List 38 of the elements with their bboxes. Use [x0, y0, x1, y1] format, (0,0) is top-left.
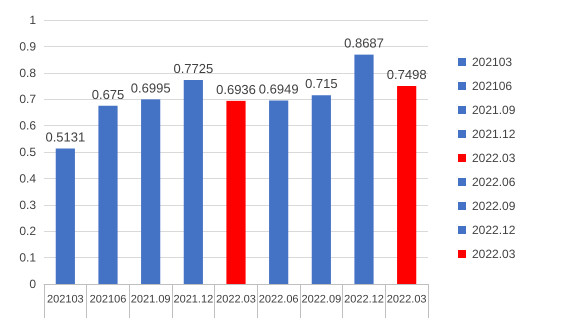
x-tick-label: 2022.03	[216, 294, 256, 306]
x-tick-label: 2022.12	[344, 294, 384, 306]
legend-label: 202106	[472, 79, 512, 93]
data-label: 0.715	[305, 76, 338, 92]
x-tick-label: 2022.09	[301, 294, 342, 306]
y-tick-label: 0.6	[19, 118, 36, 133]
legend-label: 2022.12	[472, 223, 516, 237]
data-label: 0.6936	[216, 82, 256, 97]
x-tick-label: 202106	[90, 294, 126, 306]
y-tick-label: 0.1	[19, 250, 36, 265]
x-tick-label: 2021.09	[130, 294, 171, 306]
x-tick-label: 2022.06	[258, 294, 299, 306]
y-tick-label: 0.3	[19, 198, 36, 212]
data-label: 0.7498	[386, 67, 427, 82]
legend-label: 2021.09	[472, 103, 516, 117]
legend-label: 2022.03	[472, 151, 516, 165]
legend-label: 202103	[472, 55, 512, 69]
data-label: 0.6995	[130, 80, 171, 96]
data-label: 0.6949	[258, 82, 299, 97]
data-label: 0.675	[92, 86, 124, 102]
x-tick-label: 202103	[46, 294, 84, 306]
data-label: 0.5131	[45, 130, 86, 145]
legend-label: 2022.09	[472, 199, 516, 213]
y-tick-label: 0	[29, 277, 36, 291]
y-tick-label: 0.4	[19, 171, 36, 186]
y-tick-label: 1	[29, 13, 36, 27]
data-label: 0.8687	[344, 36, 384, 51]
data-label: 0.7725	[173, 61, 214, 76]
y-tick-label: 0.2	[19, 224, 36, 238]
y-tick-label: 0.7	[19, 92, 36, 106]
y-tick-label: 0.8	[19, 66, 36, 80]
legend-label: 2022.03	[472, 247, 516, 261]
y-tick-label: 0.5	[19, 145, 36, 159]
y-tick-label: 0.9	[19, 39, 36, 54]
legend-label: 2021.12	[472, 127, 516, 141]
x-tick-label: 2022.03	[386, 294, 427, 306]
legend-label: 2022.06	[472, 175, 516, 189]
x-tick-label: 2021.12	[173, 294, 214, 306]
